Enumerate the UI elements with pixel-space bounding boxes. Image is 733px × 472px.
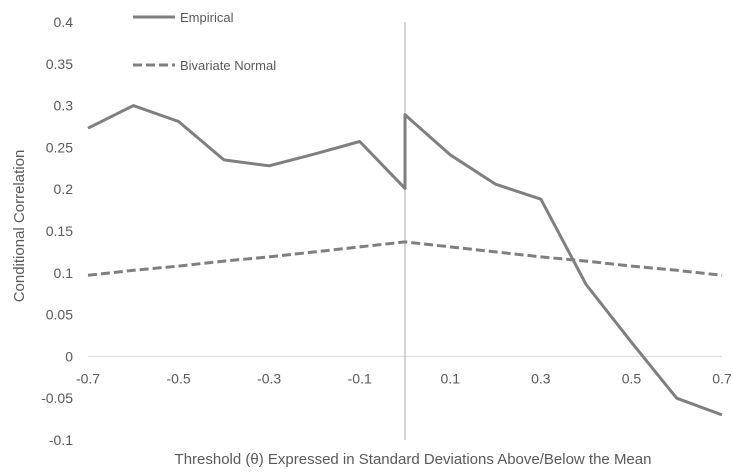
x-tick-label: 0.5 (622, 370, 642, 386)
series-line-bivariate-normal (87, 240, 723, 277)
y-tick-label: 0 (65, 348, 73, 364)
y-tick-label: 0.15 (46, 223, 73, 239)
y-tick-label: 0.05 (46, 307, 73, 323)
y-tick-label: -0.1 (49, 432, 73, 448)
legend-label: Bivariate Normal (180, 58, 276, 73)
y-tick-label: 0.2 (54, 181, 74, 197)
x-axis-title: Threshold (θ) Expressed in Standard Devi… (175, 451, 652, 468)
legend: Empirical Bivariate Normal (133, 10, 276, 73)
series-layer (87, 104, 723, 417)
x-tick-label: 0.3 (531, 370, 551, 386)
legend-label: Empirical (180, 10, 234, 25)
y-axis-title: Conditional Correlation (11, 150, 28, 303)
x-tick-label: 0.7 (712, 370, 732, 386)
y-tick-label: 0.4 (54, 14, 74, 30)
x-tick-label: -0.7 (76, 370, 100, 386)
y-axis-tick-labels: 0.4 0.35 0.3 0.25 0.2 0.15 0.1 0.05 0 -0.05 -0.1 (41, 14, 73, 448)
x-tick-label: -0.1 (348, 370, 372, 386)
x-tick-label: 0.1 (441, 370, 461, 386)
x-tick-label: -0.3 (257, 370, 281, 386)
series-line-empirical (87, 104, 723, 417)
x-axis-tick-labels: -0.7 -0.5 -0.3 -0.1 0.1 0.3 0.5 0.7 (76, 370, 732, 386)
y-tick-label: -0.05 (41, 390, 73, 406)
y-tick-label: 0.25 (46, 139, 73, 155)
y-tick-label: 0.1 (54, 265, 74, 281)
y-tick-label: 0.35 (46, 56, 73, 72)
x-tick-label: -0.5 (167, 370, 191, 386)
y-tick-label: 0.3 (54, 98, 74, 114)
